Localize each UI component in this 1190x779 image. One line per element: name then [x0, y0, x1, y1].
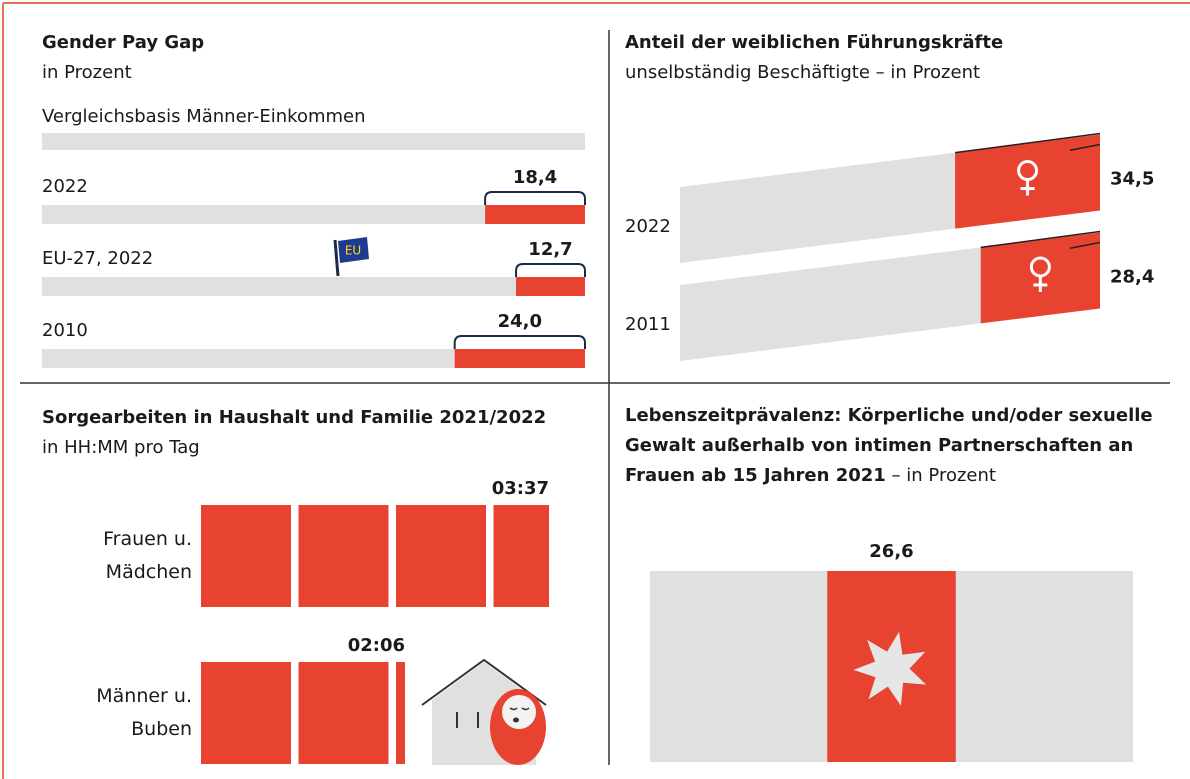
chart-title: Sorgearbeiten in Haushalt und Familie 20…	[42, 403, 546, 433]
base-bar	[42, 277, 585, 296]
bar	[455, 349, 585, 368]
hour-block	[396, 662, 405, 764]
value-label: 12,7	[528, 239, 572, 260]
hour-block	[201, 662, 291, 764]
house-icon	[422, 660, 546, 765]
bar	[516, 277, 585, 296]
value-label: 02:06	[348, 635, 405, 656]
category-label: 2022	[625, 216, 671, 237]
chart-title: Lebenszeitprävalenz: Körperliche und/ode…	[625, 405, 1153, 486]
time-bar	[201, 505, 549, 607]
infographic: Vergleichsbasis Männer-Einkommen 2022 18,4…	[0, 0, 1190, 779]
hour-block	[494, 505, 550, 607]
hour-block	[201, 505, 291, 607]
chart-title: Gender Pay Gap	[42, 28, 204, 58]
category-label: Männer u. Buben	[62, 680, 192, 746]
category-label: 2010	[42, 320, 88, 341]
time-bar	[201, 662, 405, 764]
category-label: Frauen u. Mädchen	[62, 523, 192, 589]
chart-heading: Lebenszeitprävalenz: Körperliche und/ode…	[625, 401, 1185, 491]
chart-subtitle: in Prozent	[42, 58, 132, 88]
bracket	[455, 336, 585, 349]
chart-canvas: Vergleichsbasis Männer-Einkommen 2022 18,4…	[0, 0, 1190, 779]
chart-subtitle: – in Prozent	[892, 465, 996, 486]
category-label: EU-27, 2022	[42, 248, 153, 269]
value-label: 18,4	[513, 167, 557, 188]
hour-block	[299, 662, 389, 764]
bracket	[485, 192, 585, 205]
chart-subtitle: in HH:MM pro Tag	[42, 433, 200, 463]
reference-label: Vergleichsbasis Männer-Einkommen	[42, 106, 366, 127]
bar	[485, 205, 585, 224]
value-label: 24,0	[498, 311, 542, 332]
value-label: 03:37	[492, 478, 549, 499]
reference-bar	[42, 133, 585, 150]
chart-subtitle: unselbständig Beschäftigte – in Prozent	[625, 58, 980, 88]
category-label: 2011	[625, 314, 671, 335]
hour-block	[299, 505, 389, 607]
flag-pole	[335, 240, 338, 276]
chart-title: Anteil der weiblichen Führungskräfte	[625, 28, 1003, 58]
value-label: 26,6	[869, 541, 913, 562]
bracket	[516, 264, 585, 277]
flag-label: EU	[345, 244, 361, 258]
category-label: 2022	[42, 176, 88, 197]
value-label: 28,4	[1110, 267, 1154, 288]
hour-block	[396, 505, 486, 607]
value-label: 34,5	[1110, 169, 1154, 190]
